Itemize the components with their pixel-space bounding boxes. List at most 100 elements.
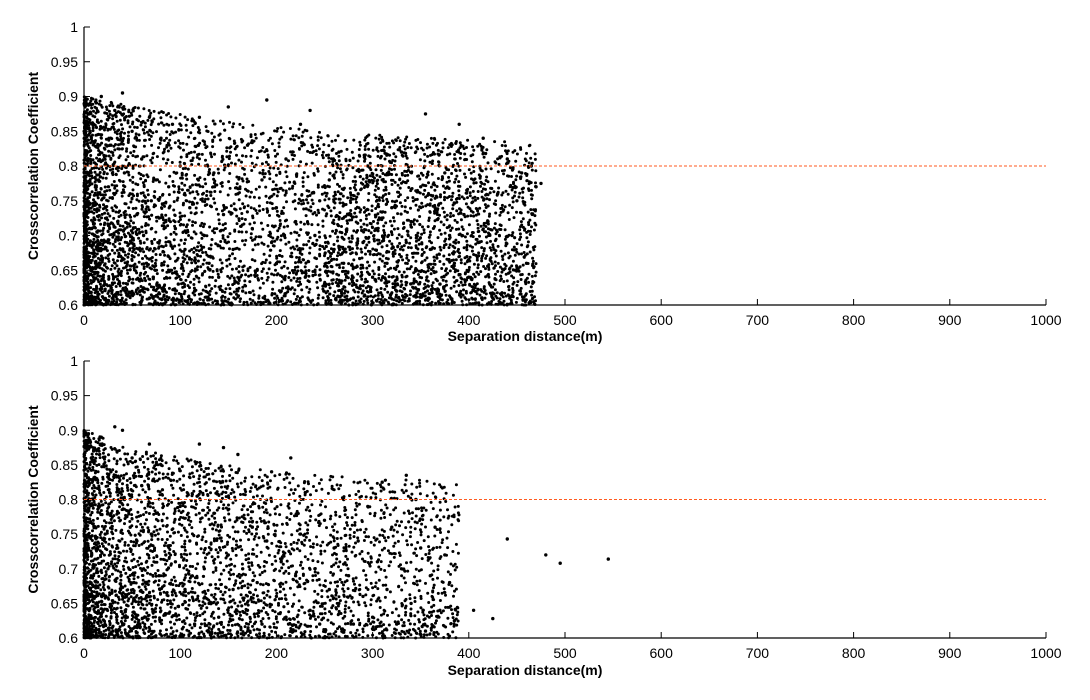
scatter-point	[418, 158, 422, 162]
scatter-point	[249, 302, 253, 305]
scatter-point	[375, 173, 379, 177]
y-axis-title: Crosscorrelation Coefficient	[25, 72, 41, 261]
scatter-point	[308, 236, 312, 240]
scatter-point	[446, 146, 450, 150]
scatter-point	[308, 287, 312, 291]
scatter-point	[518, 232, 522, 236]
scatter-point	[82, 199, 86, 203]
scatter-point	[445, 218, 449, 222]
scatter-point	[388, 153, 392, 157]
scatter-point	[316, 185, 320, 189]
scatter-point	[359, 218, 363, 222]
scatter-point	[226, 235, 230, 239]
scatter-point	[89, 281, 93, 285]
scatter-point	[314, 149, 318, 153]
scatter-point	[84, 104, 88, 108]
scatter-point	[416, 273, 420, 276]
scatter-point	[142, 107, 146, 111]
scatter-point	[513, 253, 517, 257]
scatter-point	[491, 245, 495, 249]
scatter-point	[173, 244, 177, 248]
scatter-point	[181, 302, 185, 306]
scatter-point	[199, 265, 203, 269]
scatter-point	[354, 197, 358, 201]
scatter-point	[236, 281, 240, 285]
scatter-point	[111, 301, 115, 305]
scatter-point	[334, 138, 337, 142]
scatter-point	[138, 114, 142, 118]
scatter-point	[143, 287, 147, 291]
scatter-point	[123, 107, 127, 111]
scatter-point	[223, 238, 227, 242]
scatter-point	[169, 146, 173, 150]
scatter-point	[235, 214, 239, 218]
scatter-point	[186, 295, 190, 299]
scatter-point	[409, 265, 413, 269]
scatter-point	[302, 222, 306, 226]
scatter-point	[431, 194, 435, 198]
scatter-point	[499, 301, 503, 305]
scatter-point	[499, 224, 503, 227]
scatter-point	[335, 263, 339, 267]
scatter-point	[150, 161, 154, 165]
scatter-point	[326, 289, 330, 293]
scatter-point	[307, 290, 311, 294]
scatter-point	[162, 250, 166, 254]
scatter-point	[490, 186, 494, 190]
scatter-point	[250, 258, 254, 262]
scatter-point	[342, 248, 346, 251]
scatter-point	[311, 241, 315, 245]
scatter-point	[195, 275, 199, 279]
scatter-point	[267, 170, 271, 173]
scatter-point	[431, 281, 435, 285]
scatter-point	[417, 288, 421, 291]
scatter-point	[341, 173, 345, 177]
scatter-point	[397, 233, 401, 237]
scatter-point	[271, 180, 275, 184]
scatter-point	[197, 162, 201, 166]
scatter-point	[159, 302, 163, 306]
scatter-point	[309, 301, 313, 304]
scatter-point	[321, 156, 325, 160]
scatter-point	[252, 293, 256, 297]
scatter-point	[92, 216, 96, 220]
scatter-point	[338, 253, 342, 257]
scatter-point	[446, 298, 450, 302]
scatter-point	[143, 199, 147, 203]
scatter-point	[208, 289, 212, 293]
scatter-point	[405, 267, 409, 271]
scatter-point	[90, 245, 94, 249]
scatter-point	[436, 177, 440, 180]
scatter-point	[120, 296, 124, 300]
scatter-point	[313, 211, 317, 214]
scatter-point	[261, 227, 265, 231]
scatter-point	[451, 207, 455, 211]
scatter-point	[200, 197, 204, 201]
scatter-point	[188, 257, 191, 261]
scatter-point	[102, 196, 106, 200]
scatter-point	[440, 267, 444, 270]
scatter-point	[343, 272, 347, 276]
scatter-point	[238, 185, 242, 189]
scatter-point	[324, 214, 328, 218]
scatter-point	[138, 300, 142, 304]
scatter-point	[359, 284, 363, 288]
scatter-point	[200, 273, 204, 277]
scatter-point	[137, 253, 140, 257]
scatter-point	[180, 188, 184, 192]
scatter-point	[306, 194, 310, 198]
scatter-point	[318, 244, 322, 248]
scatter-point	[408, 293, 412, 297]
scatter-point	[383, 157, 387, 161]
scatter-point	[394, 173, 398, 177]
scatter-point	[238, 207, 242, 211]
scatter-point	[178, 211, 182, 215]
scatter-point	[84, 139, 88, 143]
scatter-point	[260, 276, 264, 280]
scatter-point	[445, 168, 449, 171]
scatter-point	[107, 149, 111, 153]
scatter-point	[94, 100, 98, 104]
scatter-point	[448, 195, 451, 198]
scatter-point	[360, 168, 364, 172]
y-tick-label: 0.75	[51, 193, 78, 209]
